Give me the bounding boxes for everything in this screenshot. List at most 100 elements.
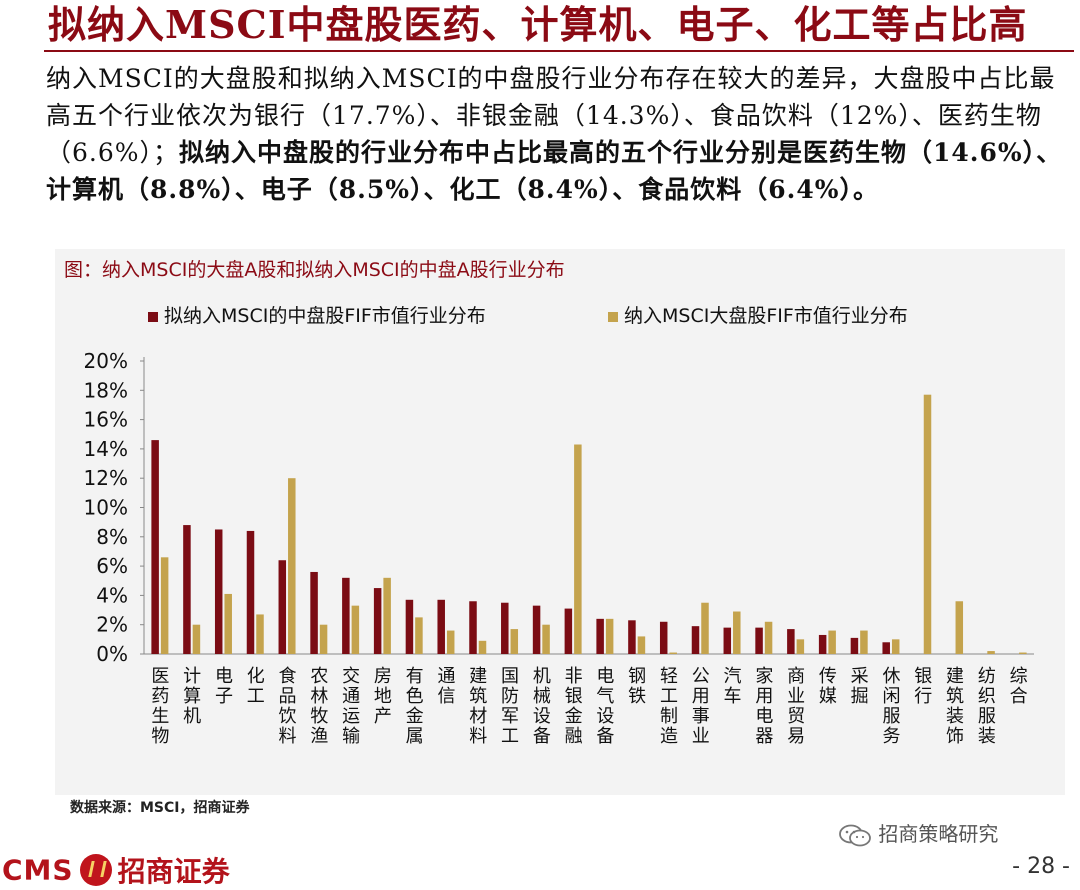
x-tick-label: 机械设备 — [530, 666, 551, 746]
wechat-account: 招商策略研究 — [838, 818, 998, 848]
logo-emblem-icon — [79, 854, 112, 886]
bar-largecap — [828, 630, 836, 654]
y-tick-label: 18% — [84, 378, 128, 402]
bar-midcap — [278, 560, 287, 654]
bar-largecap — [987, 651, 995, 654]
y-tick-label: 8% — [96, 525, 128, 549]
x-tick-label: 非银金融 — [562, 666, 583, 746]
legend-label: 拟纳入MSCI的中盘股FIF市值行业分布 — [164, 305, 486, 327]
bar-largecap — [446, 630, 455, 654]
bar-largecap — [733, 611, 741, 654]
bar-midcap — [532, 605, 541, 654]
bar-largecap — [1019, 652, 1027, 654]
x-tick-label: 纺织服装 — [975, 666, 996, 746]
summary-text-bold: 拟纳入中盘股的行业分布中占比最高的五个行业分别是医药生物（14.6%）、计算机（… — [46, 138, 1063, 204]
x-tick-label: 汽车 — [721, 666, 742, 706]
summary-text-normal: 纳入MSCI的大盘股和拟纳入MSCI的中盘股行业分布存在较大的差异，大盘股中占比… — [46, 64, 1056, 167]
bar-midcap — [723, 627, 732, 654]
bar-largecap — [478, 640, 487, 654]
x-tick-label: 轻工制造 — [657, 666, 678, 746]
x-tick-label: 商业贸易 — [784, 666, 805, 746]
bar-midcap — [659, 621, 668, 654]
bar-largecap — [764, 621, 773, 654]
x-tick-label: 食品饮料 — [276, 666, 297, 746]
page-number: - 28 - — [1012, 854, 1070, 879]
x-tick-label: 房地产 — [371, 666, 392, 726]
chart-panel — [55, 249, 1065, 795]
bar-largecap — [891, 639, 900, 654]
bar-midcap — [151, 440, 159, 654]
legend-swatch — [148, 312, 158, 322]
bar-midcap — [818, 634, 827, 654]
x-tick-label: 交通运输 — [339, 666, 360, 746]
x-tick-label: 公用事业 — [689, 666, 710, 746]
wechat-icon — [839, 824, 871, 846]
x-tick-label: 家用电器 — [752, 666, 773, 746]
x-tick-label: 银行 — [911, 666, 932, 706]
y-tick-label: 2% — [96, 613, 128, 637]
chart-title: 图：纳入MSCI的大盘A股和拟纳入MSCI的中盘A股行业分布 — [64, 259, 565, 281]
bar-largecap — [224, 593, 232, 654]
bar-midcap — [183, 525, 191, 654]
bar-midcap — [469, 601, 477, 654]
bar-largecap — [605, 618, 614, 654]
bar-largecap — [796, 639, 805, 654]
legend-label: 纳入MSCI大盘股FIF市值行业分布 — [624, 305, 908, 327]
x-tick-label: 建筑装饰 — [943, 666, 964, 746]
x-tick-label: 电气设备 — [593, 666, 614, 746]
bar-largecap — [701, 602, 709, 654]
bar-largecap — [669, 652, 677, 654]
bar-largecap — [860, 630, 868, 654]
bar-largecap — [637, 636, 646, 654]
bar-largecap — [383, 577, 391, 654]
summary-paragraph: 纳入MSCI的大盘股和拟纳入MSCI的中盘股行业分布存在较大的差异，大盘股中占比… — [46, 60, 1072, 208]
x-tick-label: 钢铁 — [625, 666, 646, 706]
bar-midcap — [628, 620, 636, 654]
x-tick-label: 计算机 — [180, 666, 201, 726]
bar-largecap — [955, 601, 964, 654]
data-source: 数据来源：MSCI，招商证券 — [70, 800, 250, 816]
y-tick-label: 14% — [84, 437, 128, 461]
bar-midcap — [850, 637, 859, 654]
bar-midcap — [755, 627, 763, 654]
bar-midcap — [437, 599, 445, 654]
bar-midcap — [596, 618, 604, 654]
y-tick-label: 16% — [84, 408, 128, 432]
y-tick-label: 20% — [84, 349, 128, 373]
x-tick-label: 农林牧渔 — [307, 666, 328, 746]
y-tick-label: 0% — [96, 642, 128, 666]
bar-largecap — [288, 478, 296, 654]
bar-largecap — [351, 605, 360, 654]
logo-text-en: CMS — [2, 853, 74, 887]
wechat-label: 招商策略研究 — [878, 822, 999, 846]
bar-largecap — [192, 624, 201, 654]
legend-swatch — [608, 312, 618, 322]
bar-midcap — [246, 530, 255, 654]
bar-midcap — [405, 599, 414, 654]
logo-text-cn: 招商证券 — [117, 855, 230, 888]
x-tick-label: 休闲服务 — [879, 666, 900, 746]
y-tick-label: 6% — [96, 554, 128, 578]
bar-largecap — [319, 624, 328, 654]
x-tick-label: 电子 — [212, 666, 233, 706]
x-tick-label: 采掘 — [848, 666, 869, 706]
x-tick-label: 通信 — [434, 666, 455, 706]
page-title: 拟纳入MSCI中盘股医药、计算机、电子、化工等占比高 — [48, 2, 1028, 47]
bar-largecap — [574, 444, 582, 654]
y-tick-label: 12% — [84, 466, 128, 490]
x-tick-label: 医药生物 — [148, 666, 169, 746]
bar-midcap — [214, 529, 223, 654]
bar-midcap — [787, 629, 795, 654]
x-tick-label: 有色金属 — [403, 666, 424, 746]
bar-largecap — [256, 614, 264, 654]
bar-largecap — [510, 629, 519, 654]
y-tick-label: 10% — [84, 496, 128, 520]
bar-midcap — [501, 602, 509, 654]
bar-midcap — [691, 626, 700, 654]
bar-largecap — [160, 557, 169, 654]
x-tick-label: 综合 — [1007, 666, 1028, 706]
bar-midcap — [882, 642, 890, 654]
bar-midcap — [310, 571, 318, 654]
bar-largecap — [923, 394, 932, 654]
